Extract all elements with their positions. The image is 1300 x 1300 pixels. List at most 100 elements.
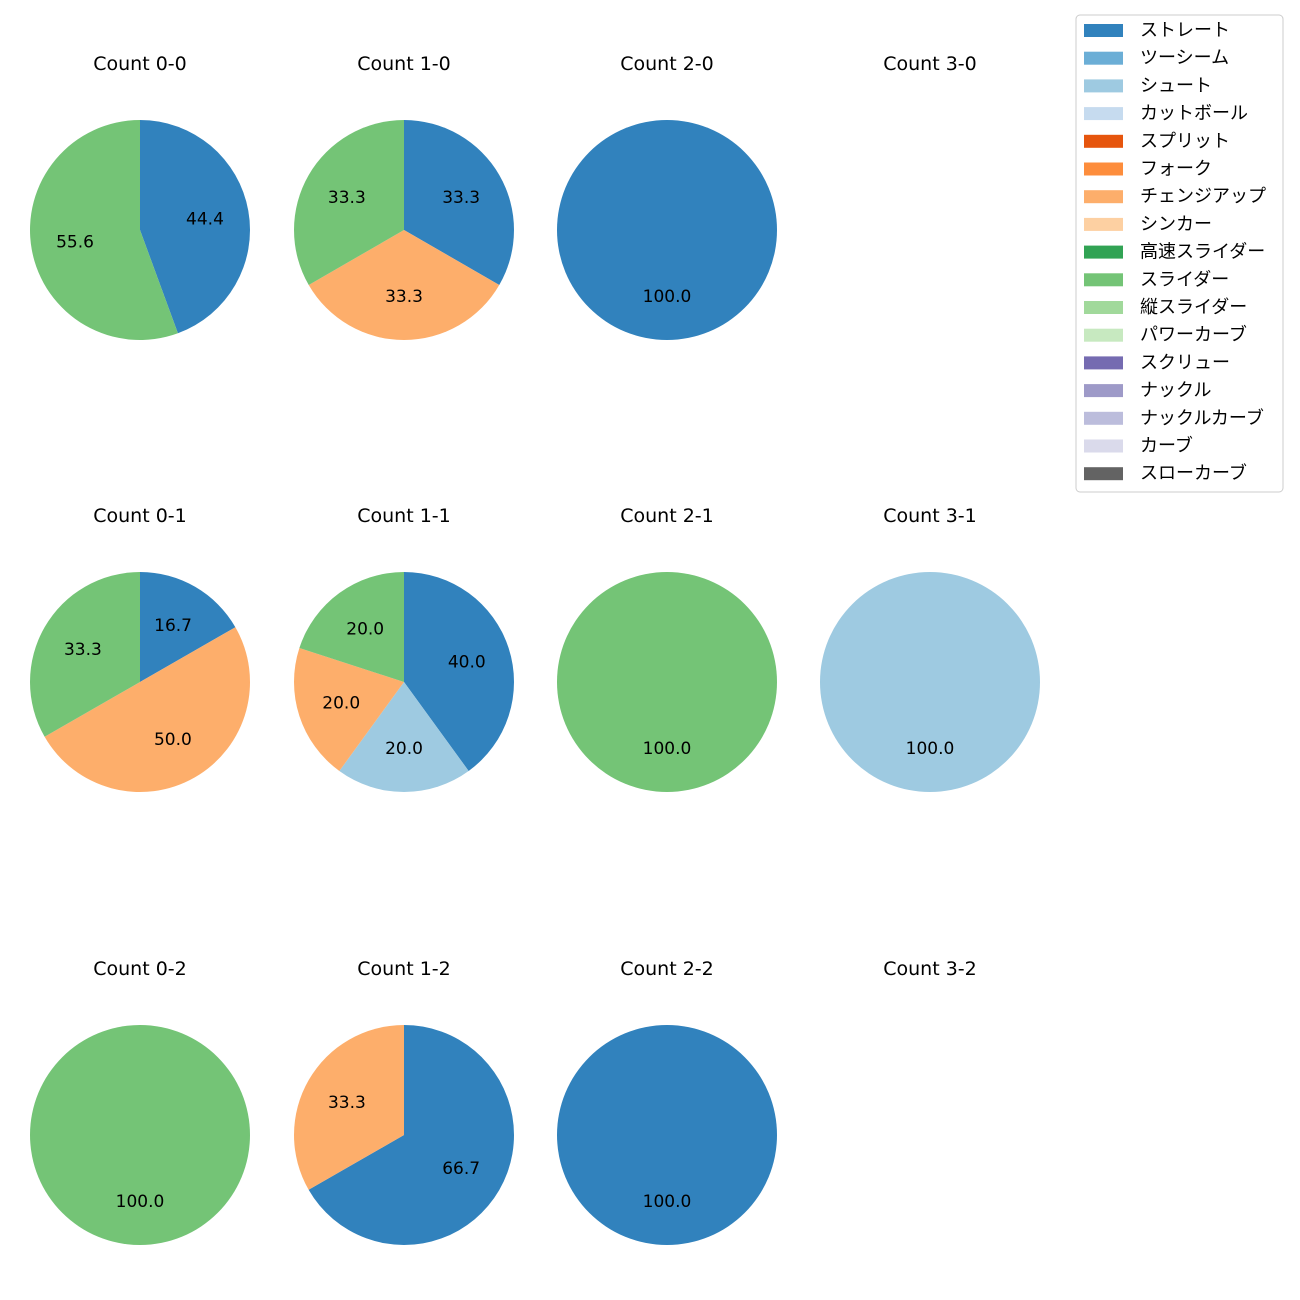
pie-slice-label: 55.6 bbox=[56, 233, 94, 253]
legend-swatch bbox=[1084, 134, 1123, 148]
legend-label: スプリット bbox=[1140, 131, 1230, 152]
pie-title: Count 3-2 bbox=[883, 958, 977, 980]
pie-slice-label: 33.3 bbox=[328, 1093, 366, 1113]
pie-slice-2 bbox=[339, 682, 469, 792]
legend-swatch bbox=[1084, 51, 1123, 65]
legend-entry: ナックルカーブ bbox=[1084, 407, 1264, 429]
pie-title: Count 2-0 bbox=[620, 53, 714, 75]
pie-count-2-1: Count 2-1 100.0 bbox=[557, 505, 777, 792]
pie-slice-label: 33.3 bbox=[64, 640, 102, 660]
legend-swatch bbox=[1084, 467, 1123, 481]
pie-count-0-2: Count 0-2 100.0 bbox=[30, 958, 250, 1245]
pie-title: Count 2-1 bbox=[620, 505, 714, 527]
legend-entry: パワーカーブ bbox=[1084, 324, 1247, 346]
legend-entry: チェンジアップ bbox=[1084, 186, 1266, 207]
pie-slice-label: 20.0 bbox=[385, 739, 423, 759]
legend-swatch bbox=[1084, 190, 1123, 204]
pie-count-1-2: Count 1-2 66.7 33.3 bbox=[293, 958, 514, 1245]
pie-title: Count 1-2 bbox=[357, 958, 451, 980]
legend-entry: カーブ bbox=[1084, 435, 1193, 457]
pie-slice-3 bbox=[293, 648, 404, 771]
legend-swatch bbox=[1084, 439, 1123, 453]
legend-entry: ナックル bbox=[1084, 380, 1211, 401]
legend-swatch bbox=[1084, 24, 1123, 37]
pie-slice-label: 40.0 bbox=[448, 653, 486, 673]
pie-title: Count 0-0 bbox=[93, 53, 187, 75]
pie-slice-label: 50.0 bbox=[154, 730, 192, 750]
legend-entry: スライダー bbox=[1084, 269, 1229, 290]
pie-slice-3 bbox=[29, 572, 141, 737]
legend-label: シンカー bbox=[1140, 214, 1212, 235]
pie-slice-label: 20.0 bbox=[346, 620, 384, 640]
legend-frame bbox=[1075, 14, 1284, 493]
pie-title: Count 3-0 bbox=[883, 53, 977, 75]
legend-label: カーブ bbox=[1140, 435, 1193, 457]
pie-slice-label: 100.0 bbox=[643, 287, 692, 307]
pie-count-3-0: Count 3-0 bbox=[883, 53, 977, 75]
legend-entry: スローカーブ bbox=[1084, 462, 1247, 484]
legend-label: ナックル bbox=[1140, 380, 1211, 401]
pie-count-0-1: Count 0-1 16.7 50.0 33.3 bbox=[29, 505, 250, 792]
legend: ストレートツーシームシュートカットボールスプリットフォークチェンジアップシンカー… bbox=[1075, 14, 1284, 493]
legend-label: チェンジアップ bbox=[1140, 186, 1266, 207]
legend-label: ツーシーム bbox=[1140, 48, 1229, 69]
legend-label: ナックルカーブ bbox=[1140, 407, 1264, 429]
pie-slice-4 bbox=[299, 572, 404, 682]
legend-label: 高速スライダー bbox=[1140, 242, 1265, 263]
pie-count-2-2: Count 2-2 100.0 bbox=[557, 958, 777, 1245]
pie-slice-1 bbox=[140, 120, 250, 334]
pie-slice-label: 100.0 bbox=[643, 739, 692, 759]
pie-title: Count 3-1 bbox=[883, 505, 977, 527]
legend-swatch bbox=[1084, 162, 1123, 176]
legend-swatch bbox=[1084, 107, 1123, 121]
pie-slice-label: 16.7 bbox=[154, 616, 192, 636]
pie-count-2-0: Count 2-0 100.0 bbox=[557, 53, 777, 340]
legend-swatch bbox=[1084, 245, 1123, 259]
pie-slice-1 bbox=[404, 120, 514, 285]
pie-slice-label: 33.3 bbox=[385, 287, 423, 307]
pie-slice-1 bbox=[557, 120, 777, 340]
legend-entry: シュート bbox=[1084, 75, 1212, 96]
legend-entry: カットボール bbox=[1084, 103, 1248, 124]
pie-slice-label: 100.0 bbox=[643, 1192, 692, 1212]
pie-title: Count 2-2 bbox=[620, 958, 714, 980]
pie-count-0-0: Count 0-0 44.4 55.6 bbox=[29, 53, 250, 340]
pie-slice-2 bbox=[44, 627, 250, 792]
legend-entry: シンカー bbox=[1084, 214, 1212, 235]
pie-slice-1 bbox=[557, 572, 777, 792]
legend-entry: ストレート bbox=[1084, 20, 1230, 41]
pie-slice-1 bbox=[308, 1025, 514, 1245]
legend-label: 縦スライダー bbox=[1140, 297, 1247, 318]
pie-slice-2 bbox=[29, 120, 178, 340]
pie-slice-3 bbox=[294, 120, 404, 285]
legend-entry: スプリット bbox=[1084, 131, 1230, 152]
pie-slice-label: 33.3 bbox=[328, 188, 366, 208]
pie-slice-1 bbox=[404, 572, 515, 771]
legend-swatch bbox=[1084, 411, 1123, 425]
legend-label: フォーク bbox=[1140, 159, 1212, 180]
pie-title: Count 0-1 bbox=[93, 505, 187, 527]
pie-slice-label: 100.0 bbox=[116, 1192, 165, 1212]
legend-entry: 高速スライダー bbox=[1084, 242, 1265, 263]
legend-entry: スクリュー bbox=[1084, 352, 1230, 373]
pie-slice-2 bbox=[308, 230, 500, 340]
pie-slice-1 bbox=[140, 572, 236, 682]
legend-label: カットボール bbox=[1140, 103, 1248, 124]
legend-entry: ツーシーム bbox=[1084, 48, 1229, 69]
legend-label: パワーカーブ bbox=[1140, 324, 1247, 346]
pie-slice-1 bbox=[557, 1025, 777, 1245]
pie-slice-label: 20.0 bbox=[322, 693, 360, 713]
legend-swatch bbox=[1084, 384, 1123, 398]
pie-count-1-1: Count 1-1 40.0 20.0 20.0 20.0 bbox=[293, 505, 515, 792]
legend-swatch bbox=[1084, 217, 1123, 231]
pie-title: Count 1-0 bbox=[357, 53, 451, 75]
pie-slice-label: 44.4 bbox=[186, 209, 224, 229]
legend-swatch bbox=[1084, 356, 1123, 370]
pie-count-3-1: Count 3-1 100.0 bbox=[820, 505, 1040, 792]
pie-count-1-0: Count 1-0 33.3 33.3 33.3 bbox=[294, 53, 514, 340]
pie-title: Count 0-2 bbox=[93, 958, 187, 980]
legend-label: ストレート bbox=[1140, 20, 1230, 41]
pie-slice-label: 100.0 bbox=[906, 739, 955, 759]
